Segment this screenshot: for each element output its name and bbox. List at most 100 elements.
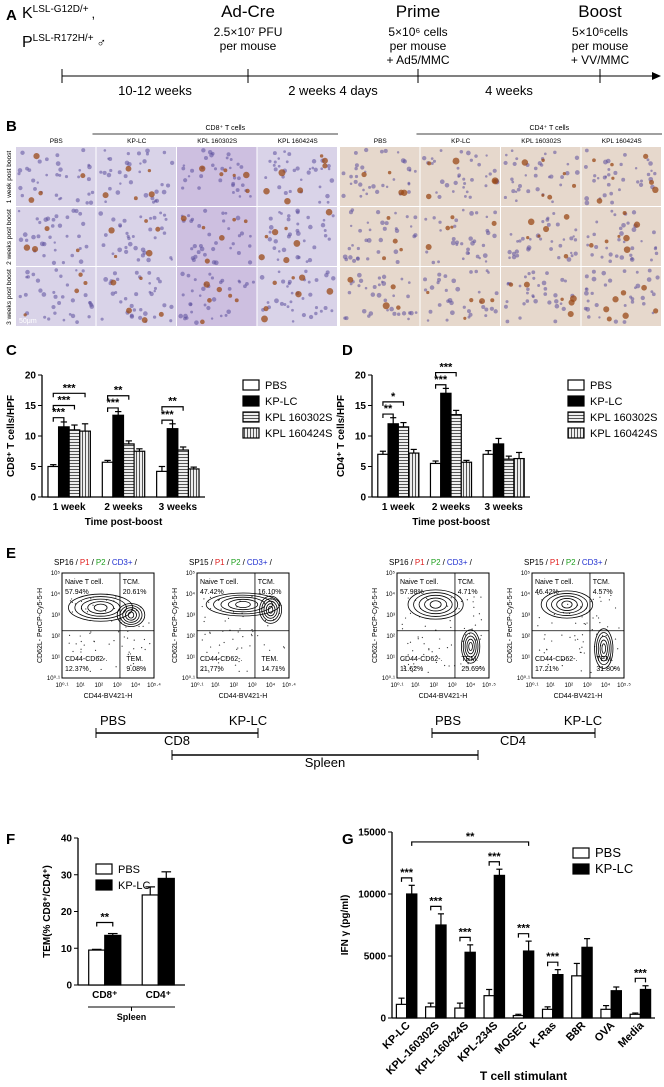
nucleus: [220, 278, 225, 283]
nucleus: [445, 318, 449, 322]
nucleus: [618, 226, 623, 231]
event-dot: [69, 600, 72, 602]
nucleus: [623, 303, 627, 307]
nucleus: [368, 228, 372, 232]
nucleus: [477, 162, 481, 167]
event-dot: [409, 667, 412, 670]
nucleus: [602, 175, 607, 180]
y-tick-label: 0: [66, 981, 72, 992]
nucleus: [291, 320, 295, 323]
stained-cell: [232, 217, 237, 222]
contour: [227, 598, 259, 611]
nucleus: [650, 258, 653, 262]
event-dot: [551, 622, 553, 624]
bar: [408, 452, 420, 498]
condition-label: PBS: [435, 713, 461, 728]
nucleus: [103, 233, 108, 237]
genotype-tail: ♂: [97, 35, 107, 50]
gate-part: P1: [415, 558, 425, 567]
nucleus: [86, 177, 91, 182]
stained-cell: [622, 210, 627, 216]
nucleus: [468, 236, 473, 241]
nucleus: [507, 249, 512, 255]
stained-cell: [649, 179, 654, 185]
nucleus: [299, 178, 303, 181]
y-tick-label: 10⁵: [386, 570, 396, 577]
nucleus: [485, 228, 490, 233]
panel-letter: G: [342, 831, 354, 848]
nucleus: [236, 162, 240, 166]
nucleus: [162, 213, 167, 217]
x-tick-label: 10³: [448, 683, 457, 689]
nucleus: [655, 275, 660, 280]
nucleus: [311, 166, 315, 170]
event-dot: [472, 601, 474, 603]
error-bar: [544, 1006, 551, 1010]
stained-cell: [78, 272, 83, 277]
nucleus: [438, 220, 442, 224]
significance-bracket: [52, 404, 76, 410]
error-bar: [190, 466, 197, 469]
nucleus: [549, 247, 553, 251]
event-dot: [478, 613, 481, 615]
nucleus: [44, 157, 49, 162]
error-bar: [642, 985, 649, 990]
nucleus: [118, 223, 123, 228]
event-dot: [591, 629, 593, 631]
stained-cell: [319, 154, 324, 158]
nucleus: [585, 306, 591, 312]
event-dot: [424, 625, 426, 627]
x-tick-label: 10⁰·¹: [55, 682, 68, 689]
nucleus: [47, 317, 51, 321]
nucleus: [211, 297, 217, 302]
y-tick-label: 10: [61, 944, 73, 955]
nucleus: [396, 312, 401, 316]
nucleus: [25, 269, 30, 275]
nucleus: [318, 185, 322, 189]
event-dot: [127, 653, 129, 656]
nucleus: [330, 309, 334, 313]
significance-label: **: [168, 396, 177, 408]
nucleus: [618, 188, 621, 192]
nucleus: [537, 284, 541, 287]
event-dot: [403, 665, 405, 667]
nucleus: [119, 182, 122, 185]
y-tick-label: 10³: [521, 613, 530, 619]
nucleus: [407, 281, 411, 284]
stained-cell: [28, 197, 35, 203]
nucleus: [437, 272, 442, 277]
legend-label: KPL 160424S: [590, 428, 657, 440]
event-dot: [401, 623, 403, 625]
nucleus: [55, 153, 60, 158]
nucleus: [229, 246, 232, 250]
nucleus: [81, 148, 86, 153]
gate-header: SP16/P1/P2/CD3+ /: [54, 558, 138, 567]
condition-label: KP-LC: [229, 713, 267, 728]
stained-cell: [125, 165, 132, 172]
event-dot: [458, 608, 460, 610]
nucleus: [102, 170, 107, 175]
gate-part: /: [227, 558, 230, 567]
column-label: KP-LC: [451, 138, 470, 145]
nucleus: [210, 317, 214, 320]
error-bar: [408, 884, 415, 894]
nucleus: [304, 269, 308, 274]
nucleus: [272, 246, 277, 250]
event-dot: [577, 638, 579, 640]
nucleus: [481, 243, 486, 248]
nucleus: [38, 220, 42, 225]
nucleus: [429, 285, 435, 290]
nucleus: [78, 168, 82, 172]
bar: [581, 946, 593, 1019]
micrograph: [96, 207, 176, 266]
nucleus: [54, 193, 59, 197]
nucleus: [59, 196, 63, 200]
nucleus: [237, 234, 242, 238]
nucleus: [584, 148, 589, 153]
quadrant-percent: 46.42%: [535, 589, 559, 596]
stained-cell: [284, 226, 288, 231]
stained-cell: [425, 243, 432, 250]
gate-part: P2: [96, 558, 106, 567]
nucleus: [474, 269, 479, 274]
nucleus: [378, 237, 384, 243]
